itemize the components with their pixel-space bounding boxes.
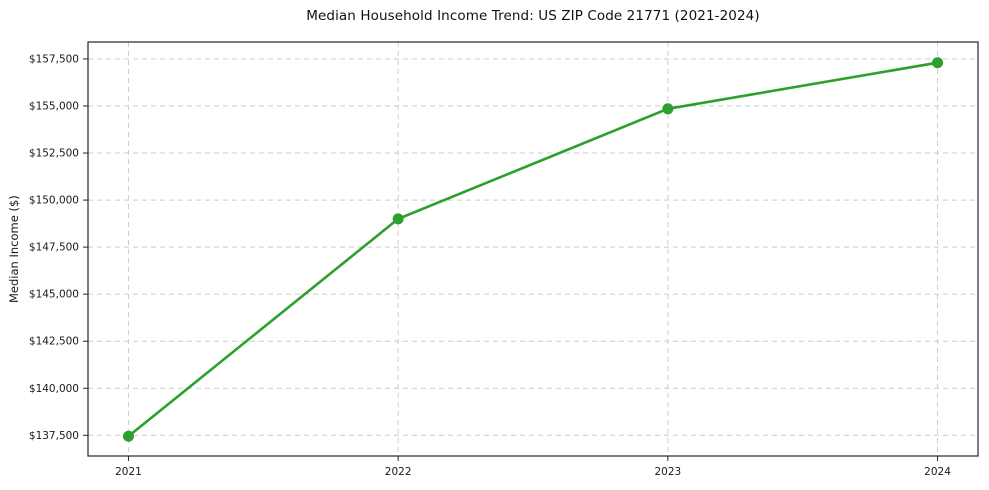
data-point-marker — [662, 103, 674, 115]
x-tick-label: 2021 — [115, 466, 142, 478]
y-tick-label: $147,500 — [29, 242, 79, 254]
y-tick-label: $137,500 — [29, 430, 79, 442]
y-tick-label: $140,000 — [29, 383, 79, 395]
trend-line — [127, 61, 939, 438]
y-tick-label: $150,000 — [29, 195, 79, 207]
chart-title: Median Household Income Trend: US ZIP Co… — [306, 8, 760, 24]
y-tick-label: $152,500 — [29, 148, 79, 160]
plot-border — [87, 41, 979, 457]
data-point-marker — [392, 213, 404, 225]
x-tick-label: 2022 — [385, 466, 412, 478]
data-point-marker — [932, 57, 944, 69]
y-tick-label: $142,500 — [29, 336, 79, 348]
y-tick-label: $145,000 — [29, 289, 79, 301]
x-tick-label: 2024 — [924, 466, 951, 478]
y-tick-label: $157,500 — [29, 53, 79, 65]
data-point-marker — [122, 430, 134, 442]
x-tick-label: 2023 — [654, 466, 681, 478]
y-tick-label: $155,000 — [29, 100, 79, 112]
